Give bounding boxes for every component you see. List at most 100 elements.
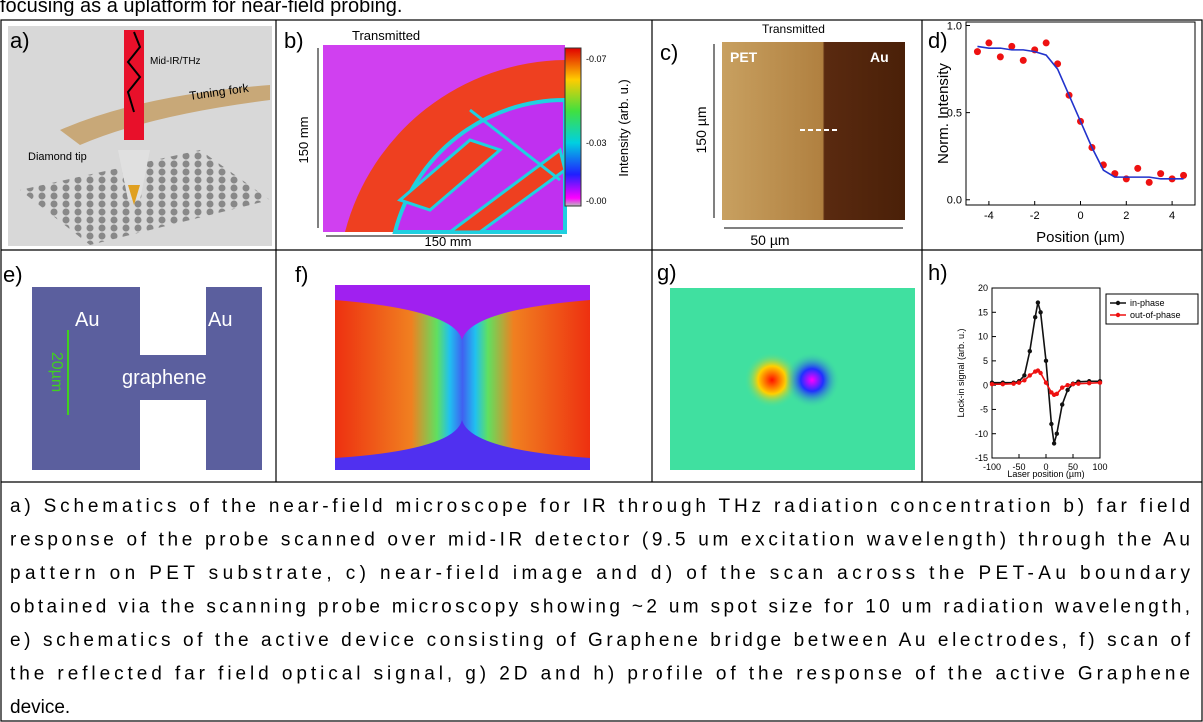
x-tick-label: 0 bbox=[1077, 210, 1083, 222]
panel-label: d) bbox=[928, 28, 948, 53]
y-tick-label: 15 bbox=[978, 307, 988, 317]
panel-e: e) Au Au graphene 20µm bbox=[3, 262, 262, 470]
data-point bbox=[1038, 310, 1043, 315]
data-point bbox=[1011, 381, 1016, 386]
scale-label: 150 µm bbox=[693, 107, 709, 154]
data-point bbox=[1054, 431, 1060, 436]
data-point bbox=[1076, 381, 1081, 386]
y-tick-label: 10 bbox=[978, 332, 988, 342]
data-point bbox=[1060, 385, 1065, 390]
caption-line: response of the probe scanned over mid-I… bbox=[10, 530, 1190, 551]
data-point bbox=[1180, 171, 1188, 179]
y-tick-label: 1.0 bbox=[947, 20, 962, 32]
x-tick-label: 0 bbox=[1043, 462, 1048, 472]
x-tick-label: 4 bbox=[1169, 210, 1175, 222]
data-point bbox=[973, 48, 981, 56]
caption-line: the reflected far field optical signal, … bbox=[10, 664, 1190, 685]
legend-swatch bbox=[1115, 300, 1121, 306]
top-text: focusing as a uplatform for near-field p… bbox=[0, 0, 402, 17]
data-point bbox=[985, 39, 993, 47]
data-point bbox=[996, 53, 1004, 61]
panel-label: a) bbox=[10, 28, 30, 53]
annotation: Mid-IR/THz bbox=[150, 56, 201, 67]
colorbar-label: Intensity (arb. u.) bbox=[616, 79, 631, 177]
caption-line: obtained via the scanning probe microsco… bbox=[10, 597, 1190, 618]
data-point bbox=[1051, 441, 1057, 446]
y-tick-label: -15 bbox=[975, 453, 988, 463]
panel-c: c) Transmitted PET Au 150 µm 50 µm bbox=[660, 22, 905, 248]
scale-label: 150 mm bbox=[296, 117, 311, 164]
data-point bbox=[1134, 164, 1142, 172]
data-point bbox=[1035, 300, 1041, 305]
data-point bbox=[1054, 391, 1060, 397]
data-point bbox=[1054, 60, 1062, 68]
plot-frame bbox=[991, 287, 1101, 459]
image-label: Au bbox=[75, 309, 99, 331]
data-point bbox=[1157, 170, 1165, 178]
caption-line: e) schematics of the active device consi… bbox=[10, 630, 1191, 651]
data-point bbox=[1008, 42, 1016, 50]
image-title: Transmitted bbox=[762, 22, 825, 36]
panel-label: h) bbox=[928, 260, 948, 285]
data-point bbox=[1022, 378, 1027, 383]
image-label: Au bbox=[870, 49, 889, 65]
panel-a: a) Mid-IR/THz Tuning fork Diamond tip bbox=[8, 26, 272, 246]
caption-line: pattern on PET substrate, c) near-field … bbox=[10, 563, 1190, 584]
annotation: Diamond tip bbox=[28, 151, 87, 163]
x-axis-label: Laser position (µm) bbox=[1007, 469, 1084, 479]
y-tick-label: 5 bbox=[983, 356, 988, 366]
legend-label: in-phase bbox=[1130, 298, 1165, 308]
x-tick-label: 100 bbox=[1092, 462, 1107, 472]
data-point bbox=[1027, 373, 1033, 378]
data-point bbox=[1042, 39, 1050, 47]
data-point bbox=[1087, 381, 1092, 386]
caption-line: device. bbox=[10, 697, 70, 718]
data-point bbox=[1038, 370, 1043, 376]
data-point bbox=[1016, 380, 1022, 385]
image-label: Au bbox=[208, 309, 232, 331]
data-point bbox=[1065, 382, 1070, 388]
y-tick-label: -10 bbox=[975, 429, 988, 439]
x-tick-label: -100 bbox=[983, 462, 1001, 472]
data-point bbox=[1097, 380, 1103, 385]
scale-label: 20µm bbox=[48, 352, 65, 392]
data-point bbox=[1000, 381, 1005, 387]
series-line bbox=[977, 45, 1184, 180]
x-tick-label: 50 bbox=[1068, 462, 1078, 472]
data-point bbox=[1145, 178, 1153, 186]
x-tick-label: -50 bbox=[1012, 462, 1025, 472]
data-point bbox=[1022, 373, 1027, 378]
x-tick-label: -2 bbox=[1030, 210, 1040, 222]
panel-b: b) Transmitted -0.07 -0.03 -0.00 Intensi… bbox=[284, 28, 631, 249]
y-axis-label: Lock-in signal (arb. u.) bbox=[956, 328, 966, 417]
y-tick-label: 0.5 bbox=[947, 107, 962, 119]
data-point bbox=[1070, 381, 1076, 387]
series-line bbox=[992, 302, 1100, 444]
x-axis-label: Position (µm) bbox=[1036, 229, 1125, 246]
y-tick-label: 0 bbox=[983, 380, 988, 390]
colorbar-tick-label: -0.00 bbox=[586, 196, 607, 206]
panel-label: e) bbox=[3, 262, 23, 287]
y-tick-label: -5 bbox=[980, 405, 988, 415]
panel-label: c) bbox=[660, 40, 678, 65]
panel-label: f) bbox=[295, 262, 308, 287]
scale-label: 150 mm bbox=[425, 234, 472, 249]
image-label: PET bbox=[730, 49, 758, 65]
y-axis-label: Norm. Intensity bbox=[935, 63, 952, 164]
y-tick-label: 20 bbox=[978, 283, 988, 293]
data-point bbox=[1043, 358, 1049, 364]
x-tick-label: -4 bbox=[984, 210, 994, 222]
data-point bbox=[1033, 314, 1038, 320]
y-tick-label: 0.0 bbox=[947, 195, 962, 207]
legend-box bbox=[1105, 293, 1199, 325]
data-point bbox=[1027, 348, 1033, 354]
colorbar-tick-label: -0.07 bbox=[586, 54, 607, 64]
data-point bbox=[1060, 402, 1065, 407]
data-point bbox=[1065, 387, 1070, 393]
legend-swatch bbox=[1115, 312, 1121, 318]
colorbar-tick-label: -0.03 bbox=[586, 138, 607, 148]
x-tick-label: 2 bbox=[1123, 210, 1129, 222]
data-point bbox=[989, 381, 995, 387]
panel-f: f) bbox=[295, 262, 590, 470]
